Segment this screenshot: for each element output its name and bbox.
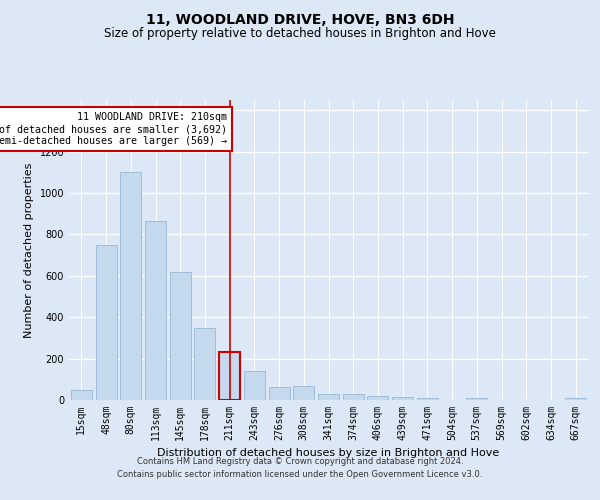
Bar bbox=[565, 398, 586, 400]
Bar bbox=[71, 390, 92, 400]
Bar bbox=[269, 386, 290, 400]
Bar bbox=[367, 396, 388, 400]
Text: Contains public sector information licensed under the Open Government Licence v3: Contains public sector information licen… bbox=[118, 470, 482, 479]
Bar bbox=[95, 245, 116, 400]
Bar bbox=[392, 397, 413, 400]
Text: 11 WOODLAND DRIVE: 210sqm
← 87% of detached houses are smaller (3,692)
13% of se: 11 WOODLAND DRIVE: 210sqm ← 87% of detac… bbox=[0, 112, 227, 146]
Bar bbox=[194, 328, 215, 400]
Bar bbox=[293, 386, 314, 400]
Bar bbox=[170, 272, 191, 400]
Bar bbox=[318, 394, 339, 400]
Bar bbox=[417, 398, 438, 400]
Bar bbox=[244, 371, 265, 400]
Text: 11, WOODLAND DRIVE, HOVE, BN3 6DH: 11, WOODLAND DRIVE, HOVE, BN3 6DH bbox=[146, 12, 454, 26]
Text: Contains HM Land Registry data © Crown copyright and database right 2024.: Contains HM Land Registry data © Crown c… bbox=[137, 458, 463, 466]
Y-axis label: Number of detached properties: Number of detached properties bbox=[24, 162, 34, 338]
Bar bbox=[466, 398, 487, 400]
Bar bbox=[120, 172, 141, 400]
Bar bbox=[343, 394, 364, 400]
Bar bbox=[219, 352, 240, 400]
X-axis label: Distribution of detached houses by size in Brighton and Hove: Distribution of detached houses by size … bbox=[157, 448, 500, 458]
Bar bbox=[145, 221, 166, 400]
Text: Size of property relative to detached houses in Brighton and Hove: Size of property relative to detached ho… bbox=[104, 28, 496, 40]
